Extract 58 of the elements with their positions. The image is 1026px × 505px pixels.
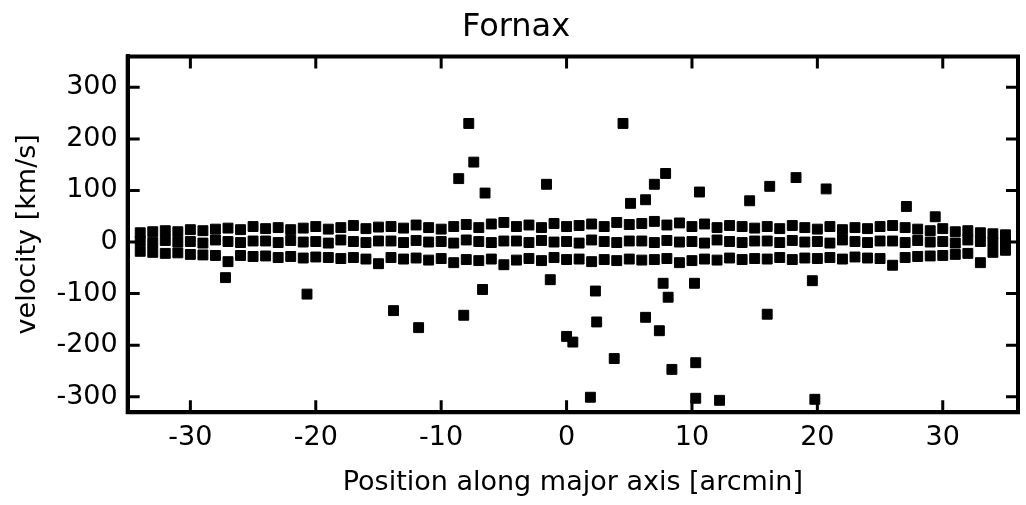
x-tick-label: -20 bbox=[293, 420, 338, 452]
point bbox=[544, 274, 556, 286]
point bbox=[929, 211, 941, 223]
point bbox=[690, 357, 702, 369]
point bbox=[660, 168, 672, 179]
point bbox=[694, 186, 705, 198]
point bbox=[591, 316, 603, 328]
point bbox=[640, 194, 652, 206]
point bbox=[640, 311, 652, 323]
point bbox=[468, 156, 480, 168]
x-tick-label: 30 bbox=[925, 420, 960, 452]
point bbox=[479, 187, 491, 199]
point bbox=[744, 195, 756, 207]
point bbox=[608, 353, 620, 365]
point bbox=[458, 309, 470, 321]
point bbox=[388, 305, 399, 317]
point bbox=[806, 275, 818, 287]
point bbox=[617, 117, 629, 129]
x-tick-label: 0 bbox=[557, 420, 576, 452]
point bbox=[662, 291, 674, 303]
point bbox=[689, 277, 700, 289]
point bbox=[541, 178, 552, 190]
y-tick-label: 300 bbox=[66, 69, 118, 101]
point bbox=[463, 117, 475, 129]
point bbox=[653, 325, 665, 337]
y-tick-label: -200 bbox=[56, 327, 118, 359]
point bbox=[666, 363, 678, 375]
y-tick-label: 0 bbox=[100, 224, 118, 256]
point bbox=[625, 197, 636, 209]
chart-title: Fornax bbox=[461, 5, 571, 44]
point bbox=[820, 183, 832, 195]
x-tick-label: -30 bbox=[168, 420, 213, 452]
x-tick-label: 10 bbox=[674, 420, 710, 452]
x-tick-label: 20 bbox=[800, 420, 835, 452]
y-tick-label: -300 bbox=[56, 378, 118, 410]
point bbox=[764, 180, 776, 192]
point bbox=[761, 308, 773, 320]
point bbox=[301, 288, 313, 300]
point bbox=[589, 285, 601, 297]
point bbox=[900, 201, 912, 212]
point bbox=[657, 277, 669, 289]
point bbox=[648, 178, 660, 190]
point bbox=[477, 284, 488, 295]
point bbox=[567, 336, 579, 348]
x-axis-title: Position along major axis [arcmin] bbox=[342, 464, 803, 496]
point bbox=[690, 392, 702, 404]
y-tick-label: -100 bbox=[56, 275, 118, 307]
point bbox=[714, 394, 725, 406]
y-tick-label: 100 bbox=[66, 172, 118, 204]
x-tick-label: -10 bbox=[419, 420, 464, 452]
point bbox=[413, 322, 425, 334]
y-tick-label: 200 bbox=[66, 120, 118, 152]
y-axis-title: velocity [km/s] bbox=[10, 134, 42, 335]
point bbox=[584, 391, 596, 403]
point bbox=[220, 272, 231, 284]
point bbox=[453, 173, 465, 185]
point bbox=[790, 172, 802, 184]
point bbox=[809, 393, 821, 405]
